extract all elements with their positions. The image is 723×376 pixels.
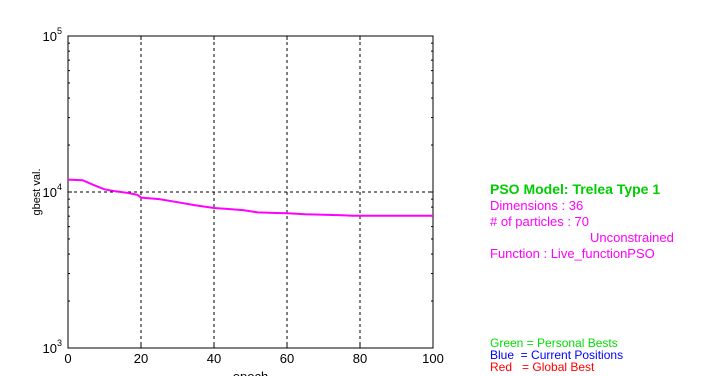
- legend-green: Green = Personal Bests: [490, 336, 618, 350]
- grid-lines: [68, 36, 433, 348]
- y-axis-label: gbest val.: [31, 168, 43, 215]
- x-tick-label: 0: [64, 351, 71, 366]
- y-tick-label: 105: [43, 26, 62, 44]
- constraint-text: Unconstrained: [590, 230, 674, 245]
- particles-text: # of particles : 70: [490, 214, 589, 229]
- x-axis-label: epoch: [233, 369, 268, 376]
- x-tick-label: 60: [280, 351, 294, 366]
- function-text: Function : Live_functionPSO: [490, 246, 655, 261]
- dimensions-text: Dimensions : 36: [490, 198, 584, 213]
- axis-ticks: 0 20 40 60 80 100 103 104 105: [43, 26, 444, 366]
- x-tick-label: 100: [422, 351, 444, 366]
- series-layer: [67, 178, 433, 217]
- x-tick-label: 80: [353, 351, 367, 366]
- legend-blue: Blue = Current Positions: [490, 348, 624, 362]
- x-tick-label: 40: [207, 351, 221, 366]
- legend-red: Red = Global Best: [490, 360, 595, 374]
- model-title: PSO Model: Trelea Type 1: [490, 181, 661, 197]
- y-tick-label: 103: [43, 338, 62, 356]
- series-line: [67, 178, 433, 217]
- y-tick-label: 104: [43, 182, 62, 200]
- x-tick-label: 20: [134, 351, 148, 366]
